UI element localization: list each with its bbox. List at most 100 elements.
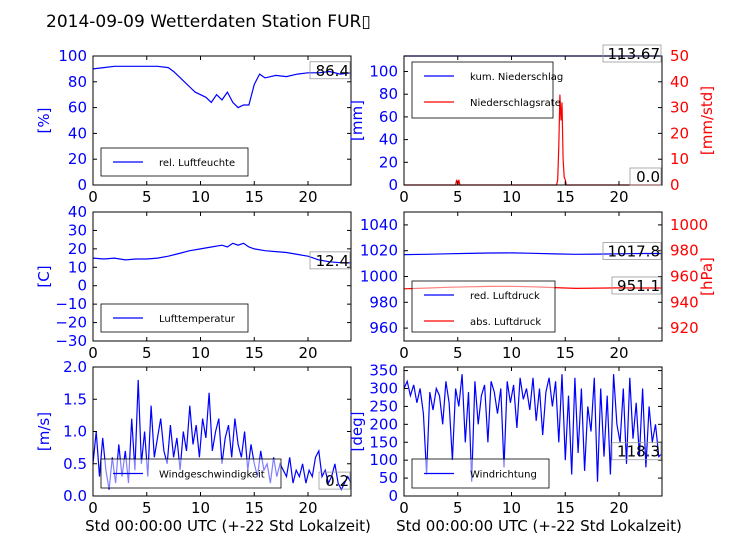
x-tick-label: 20 [609, 344, 628, 362]
x-tick-label: 15 [245, 188, 264, 206]
x-tick-label: 10 [191, 499, 210, 517]
y-tick-label: 350 [369, 362, 398, 380]
x-tick-label: 0 [88, 499, 98, 517]
series-line-wind-direction-0 [403, 374, 663, 482]
y-tick-label: 0 [388, 487, 398, 505]
y2-tick-label: 50 [670, 47, 689, 65]
y-tick-label: 20 [68, 240, 87, 258]
x-tick-label: 15 [556, 499, 575, 517]
x-tick-label: 10 [502, 344, 521, 362]
y-tick-label: 80 [379, 85, 398, 103]
y-tick-label: 960 [369, 319, 398, 337]
y-tick-label: 1020 [360, 242, 398, 260]
value-label-2: 0.0 [636, 168, 660, 186]
value-label-2-box [629, 167, 662, 186]
value-label-box [602, 44, 662, 63]
y-tick-label: 40 [379, 131, 398, 149]
y-tick-label: 40 [68, 124, 87, 142]
x-tick-label: 20 [298, 499, 317, 517]
y-tick-label: 100 [369, 451, 398, 469]
y-tick-label: 0 [77, 277, 87, 295]
y-tick-label: −20 [55, 314, 87, 332]
legend-label: Windgeschwindigkeit [159, 470, 265, 481]
value-label: 118.3 [617, 443, 660, 461]
axes-frame-precip [403, 55, 663, 186]
value-label-box [309, 61, 351, 80]
y-axis-label: [mm] [348, 100, 366, 141]
y-tick-label: 0.5 [63, 455, 87, 473]
x-tick-label: 10 [502, 188, 521, 206]
x-tick-label: 5 [453, 499, 463, 517]
x-tick-label: 0 [88, 344, 98, 362]
value-label-box [611, 442, 662, 461]
y-tick-label: 20 [379, 153, 398, 171]
y-tick-label: −30 [55, 332, 87, 350]
panel-wind-direction [403, 366, 663, 497]
y-tick-label: 200 [369, 415, 398, 433]
legend-label: rel. Luftfeuchte [159, 158, 235, 169]
x-tick-label: 0 [399, 344, 409, 362]
legend-label: kum. Niederschlag [470, 72, 563, 83]
panel-wind-speed [92, 366, 352, 497]
value-label: 86.4 [316, 62, 349, 80]
y2-tick-label: 920 [670, 319, 699, 337]
series-line-temperature-0 [92, 242, 352, 264]
y-tick-label: 60 [68, 99, 87, 117]
x-tick-label: 5 [142, 188, 152, 206]
value-label: 0.2 [325, 472, 349, 490]
x-tick-label: 20 [609, 188, 628, 206]
y2-tick-label: 0 [670, 176, 680, 194]
panel-precip [403, 44, 663, 186]
x-tick-label: 5 [142, 499, 152, 517]
y2-tick-label: 940 [670, 293, 699, 311]
y-tick-label: 1040 [360, 216, 398, 234]
y-tick-label: 30 [68, 221, 87, 239]
x-tick-label: 10 [191, 344, 210, 362]
series-line-pressure-0 [403, 252, 662, 256]
y-axis-label: [%] [35, 108, 53, 134]
x-tick-label: 5 [142, 344, 152, 362]
y-axis-label: [m/s] [35, 412, 53, 451]
x-tick-label: 15 [245, 344, 264, 362]
panel-humidity [92, 55, 352, 186]
value-label: 113.67 [608, 45, 661, 63]
y-tick-label: 20 [68, 150, 87, 168]
y2-tick-label: 980 [670, 242, 699, 260]
y-tick-label: 0 [77, 176, 87, 194]
y-tick-label: 50 [379, 469, 398, 487]
y2-tick-label: 1000 [670, 216, 708, 234]
x-tick-label: 15 [245, 499, 264, 517]
value-label: 12.4 [316, 252, 349, 270]
y-tick-label: 100 [58, 47, 87, 65]
y-tick-label: 1.0 [63, 423, 87, 441]
legend-label: Lufttemperatur [159, 314, 236, 325]
value-label-box [318, 471, 351, 490]
y-axis-label: [C] [35, 265, 53, 287]
y-tick-label: 10 [68, 258, 87, 276]
x-tick-label: 10 [502, 499, 521, 517]
axes-frame-wind-direction [403, 366, 663, 497]
x-tick-label: 10 [191, 188, 210, 206]
axes-frame-temperature [92, 211, 352, 342]
x-tick-label: 20 [609, 499, 628, 517]
legend-label: Windrichtung [470, 470, 537, 481]
y-tick-label: 250 [369, 397, 398, 415]
y-tick-label: 300 [369, 380, 398, 398]
y-tick-label: 980 [369, 293, 398, 311]
y-tick-label: 80 [68, 73, 87, 91]
x-axis-label: Std 00:00:00 UTC (+-22 Std Lokalzeit) [85, 517, 371, 535]
y-tick-label: 0 [388, 176, 398, 194]
y-tick-label: −10 [55, 295, 87, 313]
page-title: 2014-09-09 Wetterdaten Station FUR▯ [46, 12, 371, 32]
legend-label: Niederschlagsrate [470, 98, 561, 109]
y-tick-label: 100 [369, 63, 398, 81]
y2-axis-label: [hPa] [698, 257, 716, 296]
legend-box-precip [411, 61, 554, 119]
legend-box-pressure [411, 280, 556, 333]
value-label-2-box [611, 276, 662, 295]
x-tick-label: 15 [556, 188, 575, 206]
series-line-humidity-0 [92, 65, 352, 109]
y2-tick-label: 20 [670, 124, 689, 142]
